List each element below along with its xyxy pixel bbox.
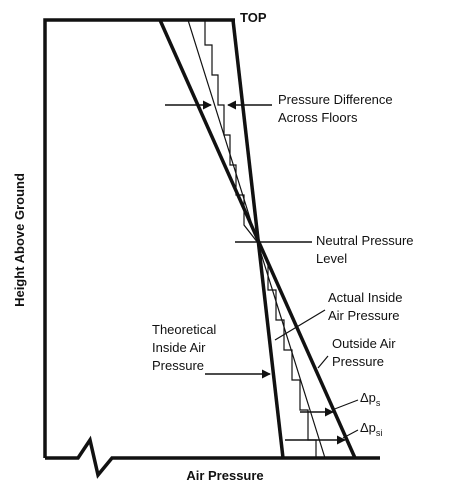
delta-sub: s bbox=[376, 398, 381, 408]
leader bbox=[342, 429, 359, 439]
label: Actual Inside bbox=[328, 290, 402, 305]
theoretical-line bbox=[231, 19, 285, 459]
delta-label: Δps bbox=[360, 390, 381, 408]
thin-line bbox=[187, 19, 326, 459]
delta-sub: si bbox=[376, 428, 383, 438]
leader bbox=[274, 309, 326, 341]
label: Pressure bbox=[152, 358, 204, 373]
label: Neutral Pressure bbox=[316, 233, 414, 248]
x-axis-label: Air Pressure bbox=[186, 468, 263, 483]
label: Pressure Difference bbox=[278, 92, 393, 107]
label: Across Floors bbox=[278, 110, 358, 125]
label: Outside Air bbox=[332, 336, 396, 351]
label: Level bbox=[316, 251, 347, 266]
y-axis-label: Height Above Ground bbox=[12, 173, 27, 307]
delta-base: Δp bbox=[360, 390, 376, 405]
actual-line bbox=[204, 20, 317, 458]
label: Theoretical bbox=[152, 322, 216, 337]
leader bbox=[317, 355, 329, 369]
leader bbox=[331, 399, 359, 411]
frame bbox=[43, 18, 235, 458]
label: Air Pressure bbox=[328, 308, 400, 323]
label: Inside Air bbox=[152, 340, 206, 355]
delta-label: Δpsi bbox=[360, 420, 382, 438]
delta-base: Δp bbox=[360, 420, 376, 435]
top-label: TOP bbox=[240, 10, 267, 25]
label: Pressure bbox=[332, 354, 384, 369]
x-axis bbox=[45, 435, 380, 479]
